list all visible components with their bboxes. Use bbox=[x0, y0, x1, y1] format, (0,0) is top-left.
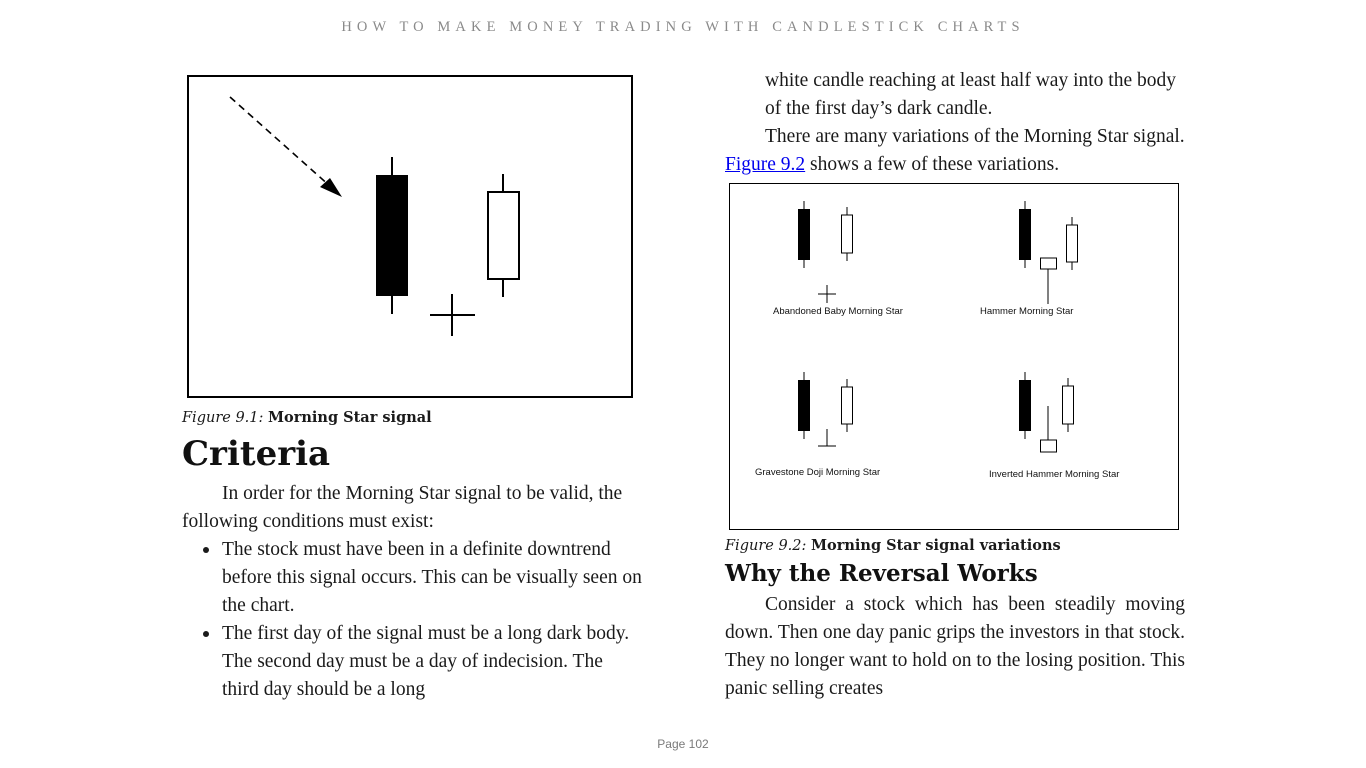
reversal-paragraph: Consider a stock which has been steadily… bbox=[725, 594, 1185, 699]
gravestone-doji-label: Gravestone Doji Morning Star bbox=[755, 467, 880, 478]
gravestone-doji-pattern bbox=[798, 372, 853, 447]
inverted-hammer-label: Inverted Hammer Morning Star bbox=[989, 469, 1119, 480]
reversal-heading: Why the Reversal Works bbox=[725, 560, 1038, 587]
figure-2-caption-title: Morning Star signal variations bbox=[811, 537, 1061, 554]
criteria-intro: In order for the Morning Star signal to … bbox=[182, 483, 623, 532]
doji-cross bbox=[430, 294, 475, 336]
figure-2-frame bbox=[729, 183, 1179, 530]
page-number: Page 102 bbox=[657, 737, 709, 751]
figure-1-caption-label: Figure 9.1: bbox=[182, 410, 264, 426]
figure-1-caption: Figure 9.1: Morning Star signal bbox=[182, 409, 432, 426]
figure-9-2-link[interactable]: Figure 9.2 bbox=[725, 154, 806, 175]
downtrend-arrow-line bbox=[229, 96, 332, 188]
criteria-item-downtrend: The stock must have been in a definite d… bbox=[203, 536, 642, 620]
abandoned-baby-label: Abandoned Baby Morning Star bbox=[773, 306, 903, 317]
variations-text-after: shows a few of these variations. bbox=[810, 154, 1060, 175]
figure-2-caption: Figure 9.2: Morning Star signal variatio… bbox=[725, 537, 1061, 554]
variations-text-before: There are many variations of the Morning… bbox=[765, 126, 1185, 147]
hammer-pattern bbox=[1019, 201, 1078, 304]
morning-star-figure bbox=[187, 75, 633, 398]
criteria-list: The stock must have been in a definite d… bbox=[182, 536, 642, 704]
abandoned-baby-pattern bbox=[798, 201, 853, 303]
inverted-hammer-pattern bbox=[1019, 372, 1074, 453]
criteria-heading: Criteria bbox=[182, 434, 331, 474]
figure-frame bbox=[187, 75, 633, 398]
morning-star-variations-figure: Abandoned Baby Morning Star Hammer Morni… bbox=[729, 183, 1179, 530]
downtrend-arrowhead bbox=[320, 178, 342, 197]
hammer-label: Hammer Morning Star bbox=[980, 306, 1073, 317]
dark-candle bbox=[376, 157, 408, 314]
variations-paragraph: There are many variations of the Morning… bbox=[725, 123, 1185, 179]
criteria-continuation: white candle reaching at least half way … bbox=[765, 70, 1176, 119]
running-header: HOW TO MAKE MONEY TRADING WITH CANDLESTI… bbox=[341, 19, 1025, 35]
criteria-item-candles: The first day of the signal must be a lo… bbox=[203, 620, 642, 704]
white-candle bbox=[487, 174, 520, 297]
figure-2-caption-label: Figure 9.2: bbox=[725, 538, 807, 554]
figure-1-caption-title: Morning Star signal bbox=[268, 409, 432, 426]
